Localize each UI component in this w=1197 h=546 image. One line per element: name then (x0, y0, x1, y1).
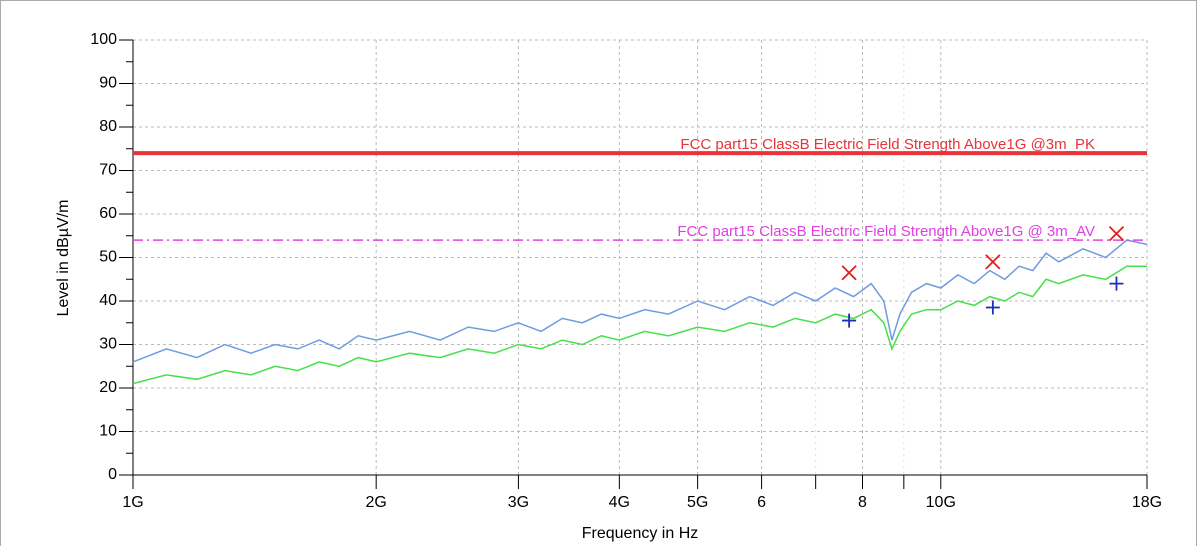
limit-label: FCC part15 ClassB Electric Field Strengt… (680, 136, 1095, 153)
marker (842, 313, 857, 328)
x-tick-label: 10G (926, 494, 956, 511)
x-tick-label: 6 (757, 494, 766, 511)
x-tick-label: 5G (687, 494, 708, 511)
y-tick-label: 40 (99, 292, 117, 309)
x-tick-label: 8 (858, 494, 867, 511)
x-axis-label: Frequency in Hz (582, 525, 699, 542)
y-tick-label: 70 (99, 162, 117, 179)
y-tick-label: 20 (99, 379, 117, 396)
y-tick-label: 10 (99, 423, 117, 440)
y-axis-label: Level in dBµV/m (55, 200, 72, 317)
marker (985, 254, 1001, 270)
x-tick-label: 2G (365, 494, 386, 511)
y-tick-label: 0 (108, 466, 117, 483)
trace (132, 239, 1148, 363)
trace (132, 265, 1147, 385)
y-tick-label: 30 (99, 336, 117, 353)
x-tick-label: 4G (609, 494, 630, 511)
marker (985, 300, 1000, 315)
y-tick-label: 50 (99, 249, 117, 266)
y-tick-label: 80 (99, 118, 117, 135)
x-tick-label: 1G (122, 494, 143, 511)
marker (841, 265, 857, 281)
y-tick-label: 60 (99, 205, 117, 222)
marker (1109, 276, 1124, 291)
y-tick-label: 90 (99, 75, 117, 92)
x-tick-label: 18G (1132, 494, 1162, 511)
y-tick-label: 100 (90, 31, 117, 48)
marker (1108, 225, 1125, 242)
x-tick-label: 3G (508, 494, 529, 511)
limit-label: FCC part15 ClassB Electric Field Strengt… (677, 223, 1095, 240)
